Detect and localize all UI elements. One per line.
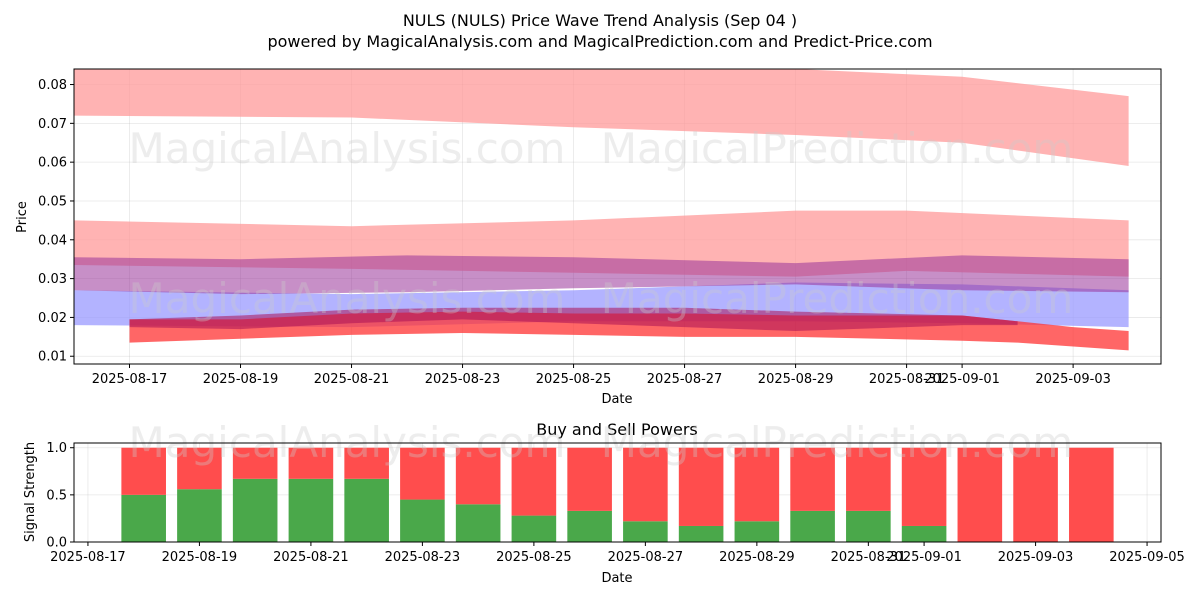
buy-sell-title: Buy and Sell Powers [536, 420, 698, 439]
price-x-tick-label: 2025-09-03 [1035, 372, 1111, 387]
watermark-prediction: MagicalPrediction.com [601, 124, 1074, 173]
sell-bar [790, 447, 835, 511]
price-x-tick-label: 2025-08-19 [203, 372, 279, 387]
watermark-analysis: MagicalAnalysis.com [129, 274, 566, 323]
price-x-tick-label: 2025-08-31 [869, 372, 945, 387]
sell-bar [232, 447, 278, 479]
signal-y-tick-label: 0.0 [46, 536, 67, 551]
signal-x-tick-label: 2025-08-23 [385, 550, 461, 565]
signal-y-tick-label: 0.5 [46, 488, 67, 503]
signal-x-axis-title: Date [601, 571, 632, 586]
signal-x-tick-label: 2025-08-31 [831, 550, 907, 565]
price-y-tick-label: 0.01 [38, 350, 67, 365]
signal-x-tick-label: 2025-09-05 [1109, 550, 1185, 565]
price-x-tick-label: 2025-09-01 [924, 372, 1000, 387]
sell-bar [455, 447, 501, 505]
sell-bar [901, 447, 947, 526]
price-y-tick-label: 0.08 [38, 78, 67, 93]
signal-plot-frame [73, 442, 1162, 543]
buy-bar [288, 478, 334, 542]
signal-y-axis: 0.0 0.5 1.0 [46, 441, 74, 551]
price-y-tick-label: 0.06 [38, 156, 67, 171]
dark-magenta-wave-band [129, 307, 1018, 332]
upper-wave-band [74, 69, 1129, 167]
signal-x-tick-label: 2025-09-01 [886, 550, 962, 565]
signal-x-tick-label: 2025-08-17 [50, 550, 126, 565]
sell-bar [567, 447, 612, 511]
price-x-tick-label: 2025-08-29 [758, 372, 834, 387]
sell-bar [177, 447, 222, 490]
price-y-tick-label: 0.07 [38, 117, 67, 132]
sell-bar [846, 447, 891, 511]
buy-bar [790, 510, 835, 542]
sell-bar [1013, 447, 1058, 542]
sell-bar [121, 447, 166, 495]
buy-sell-panel: Buy and Sell Powers MagicalAnalysis.com … [23, 418, 1185, 586]
sell-bar [288, 447, 334, 479]
signal-x-tick-label: 2025-09-03 [998, 550, 1074, 565]
chart-subtitle: powered by MagicalAnalysis.com and Magic… [267, 32, 932, 51]
price-x-axis-title: Date [601, 392, 632, 407]
buy-bar [177, 489, 222, 542]
price-x-tick-label: 2025-08-21 [314, 372, 390, 387]
buy-bar [678, 525, 724, 542]
purple-wave-band [74, 255, 1129, 295]
sell-bar [623, 447, 668, 522]
price-y-tick-label: 0.05 [38, 194, 67, 209]
buy-bar [400, 499, 445, 542]
price-wave-panel: MagicalAnalysis.com MagicalPrediction.co… [15, 68, 1162, 407]
price-wave-bands [74, 69, 1129, 351]
watermark-analysis: MagicalAnalysis.com [129, 124, 566, 173]
signal-x-tick-label: 2025-08-29 [719, 550, 795, 565]
price-x-tick-label: 2025-08-23 [425, 372, 501, 387]
signal-x-axis: 2025-08-17 2025-08-19 2025-08-21 2025-08-23… [50, 542, 1185, 565]
price-x-tick-label: 2025-08-17 [92, 372, 168, 387]
buy-bar [344, 478, 389, 542]
price-y-tick-label: 0.04 [38, 233, 67, 248]
price-y-tick-label: 0.02 [38, 311, 67, 326]
sell-bar [344, 447, 389, 479]
buy-bar [734, 521, 780, 542]
sell-bar [734, 447, 780, 522]
signal-bars [121, 447, 1114, 542]
sell-bar [957, 447, 1003, 542]
sell-bar [511, 447, 557, 516]
sell-bar [678, 447, 724, 526]
buy-bar [567, 510, 612, 542]
chart-title: NULS (NULS) Price Wave Trend Analysis (S… [403, 11, 797, 30]
sell-bar [400, 447, 445, 500]
buy-bar [121, 494, 166, 542]
price-y-axis: 0.01 0.02 0.03 0.04 0.05 0.06 0.07 0.08 [38, 78, 74, 365]
buy-bar [455, 504, 501, 542]
price-plot-frame [73, 68, 1162, 365]
buy-bar [846, 510, 891, 542]
buy-bar [901, 525, 947, 542]
buy-bar [511, 515, 557, 542]
sell-bar [1069, 447, 1114, 542]
price-y-tick-label: 0.03 [38, 272, 67, 287]
price-x-tick-label: 2025-08-25 [536, 372, 612, 387]
signal-x-tick-label: 2025-08-21 [273, 550, 349, 565]
price-y-axis-title: Price [15, 201, 30, 233]
signal-x-tick-label: 2025-08-25 [496, 550, 572, 565]
signal-x-tick-label: 2025-08-19 [162, 550, 238, 565]
signal-y-tick-label: 1.0 [46, 441, 67, 456]
price-x-axis: 2025-08-17 2025-08-19 2025-08-21 2025-08-23… [92, 364, 1111, 387]
signal-y-axis-title: Signal Strength [23, 442, 38, 542]
buy-bar [623, 521, 668, 542]
buy-bar [232, 478, 278, 542]
price-x-tick-label: 2025-08-27 [647, 372, 723, 387]
signal-x-tick-label: 2025-08-27 [608, 550, 684, 565]
price-watermarks: MagicalAnalysis.com MagicalPrediction.co… [129, 124, 1074, 323]
watermark-prediction: MagicalPrediction.com [601, 274, 1074, 323]
